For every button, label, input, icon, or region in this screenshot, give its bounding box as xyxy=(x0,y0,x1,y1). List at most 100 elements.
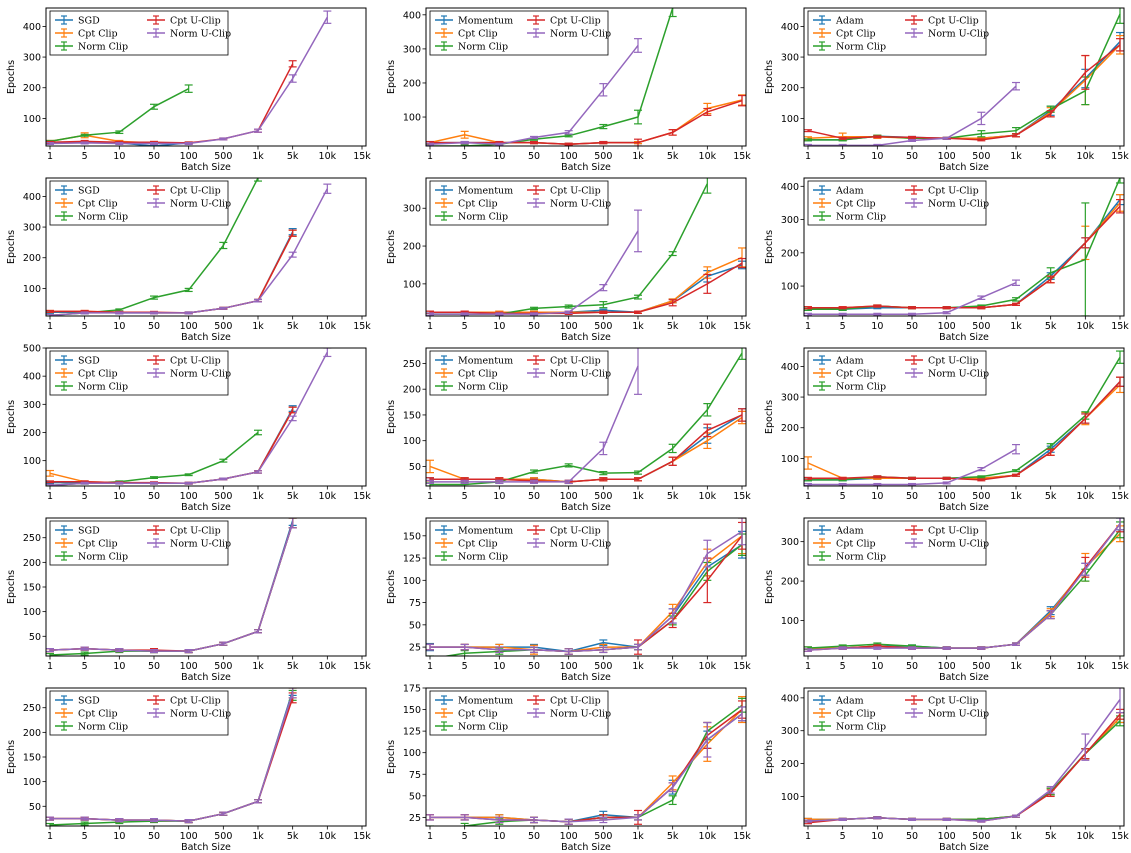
chart-panel: 1 5 10 50 100 500 1k 5k 10k 15k 100 200 300 400 Batch … xyxy=(758,170,1130,343)
y-tick-label: 200 xyxy=(23,558,41,569)
x-tick-label: 15k xyxy=(733,661,751,672)
legend-label: Norm U-Clip xyxy=(928,29,989,40)
legend-label: Cpt U-Clip xyxy=(170,696,221,707)
x-axis-label: Batch Size xyxy=(181,672,231,683)
y-tick-label: 150 xyxy=(23,583,41,594)
y-tick-label: 200 xyxy=(23,83,41,94)
legend-label: Norm Clip xyxy=(836,382,886,393)
legend-item: Norm U-Clip xyxy=(905,368,989,380)
x-tick-label: 5 xyxy=(82,661,88,672)
legend-label: SGD xyxy=(78,526,100,537)
y-tick-label: 400 xyxy=(403,10,421,21)
x-tick-label: 50 xyxy=(528,151,540,162)
legend-label: Cpt Clip xyxy=(836,29,876,40)
legend-item: Cpt U-Clip xyxy=(905,695,979,707)
error-bar xyxy=(115,818,124,823)
x-tick-label: 100 xyxy=(938,491,956,502)
legend-item: Norm U-Clip xyxy=(905,198,989,210)
y-tick-label: 50 xyxy=(409,462,421,473)
y-axis-label: Epochs xyxy=(6,230,17,264)
error-bar xyxy=(668,129,677,136)
legend-item: Norm U-Clip xyxy=(527,538,611,550)
error-bar xyxy=(1012,469,1020,473)
x-tick-label: 1k xyxy=(632,151,644,162)
legend-label: Norm Clip xyxy=(78,552,128,563)
y-axis-label: Epochs xyxy=(6,570,17,604)
series-group xyxy=(804,8,1124,146)
series-line xyxy=(429,99,743,146)
legend: Momentum Cpt Clip Norm Clip Cpt U-Clip Norm … xyxy=(429,10,611,56)
error-bar xyxy=(838,476,847,480)
legend: Momentum Cpt Clip Norm Clip Cpt U-Clip Norm … xyxy=(429,180,611,226)
legend-item: Norm U-Clip xyxy=(147,538,231,550)
x-tick-label: 5 xyxy=(462,151,468,162)
error-bar xyxy=(46,816,54,821)
series-line xyxy=(808,178,1121,311)
x-tick-label: 5 xyxy=(462,831,468,842)
legend-item: Cpt U-Clip xyxy=(527,185,601,197)
legend: SGD Cpt Clip Norm Clip Cpt U-Clip Norm U-Cli… xyxy=(49,520,231,566)
error-bar xyxy=(738,408,746,422)
legend: Momentum Cpt Clip Norm Clip Cpt U-Clip Norm … xyxy=(429,350,611,396)
legend-item: Cpt U-Clip xyxy=(147,355,221,367)
x-tick-label: 100 xyxy=(180,321,198,332)
legend-label: Cpt U-Clip xyxy=(550,696,601,707)
x-axis-label: Batch Size xyxy=(939,162,989,173)
error-bar xyxy=(738,706,746,722)
x-tick-label: 500 xyxy=(972,151,990,162)
error-bar xyxy=(599,310,608,314)
chart-svg: 1 5 10 50 100 500 1k 5k 10k 15k 100 200 300 400 Batch … xyxy=(6,177,371,343)
plot-frame xyxy=(425,517,747,657)
error-bar xyxy=(460,643,469,651)
series-group xyxy=(46,348,332,486)
error-bar xyxy=(495,479,504,485)
legend-label: Cpt U-Clip xyxy=(550,356,601,367)
error-bar xyxy=(115,142,124,146)
error-bar xyxy=(150,481,158,485)
error-bar xyxy=(599,83,608,97)
y-axis-label: Epochs xyxy=(764,60,775,94)
legend-label: Norm U-Clip xyxy=(928,539,989,550)
legend-item: Norm U-Clip xyxy=(147,28,231,40)
error-bar xyxy=(80,133,89,137)
x-tick-label: 15k xyxy=(353,151,371,162)
y-axis-label: Epochs xyxy=(764,230,775,264)
legend-label: Cpt Clip xyxy=(836,539,876,550)
x-tick-label: 5k xyxy=(287,831,299,842)
series-line xyxy=(808,356,1121,481)
legend-label: Norm Clip xyxy=(78,722,128,733)
error-bar xyxy=(80,651,89,656)
series-line xyxy=(807,720,1121,822)
error-bar xyxy=(908,646,916,650)
error-bar xyxy=(150,476,158,479)
x-tick-label: 1 xyxy=(427,831,433,842)
legend-label: Momentum xyxy=(458,186,513,197)
y-tick-label: 200 xyxy=(781,577,799,588)
x-tick-label: 1k xyxy=(252,491,264,502)
legend-label: Cpt U-Clip xyxy=(928,526,979,537)
error-bar xyxy=(703,273,712,294)
series-group xyxy=(804,518,1124,652)
error-bar xyxy=(323,348,332,358)
error-bar xyxy=(1046,785,1055,794)
x-tick-label: 100 xyxy=(938,321,956,332)
error-bar xyxy=(942,476,951,480)
legend-item: Cpt U-Clip xyxy=(527,355,601,367)
x-tick-label: 50 xyxy=(528,661,540,672)
error-bar xyxy=(46,469,54,477)
y-tick-label: 400 xyxy=(23,192,41,203)
y-tick-label: 200 xyxy=(781,759,799,770)
legend-item: Norm Clip xyxy=(813,211,886,223)
error-bar xyxy=(254,298,262,303)
y-tick-label: 100 xyxy=(23,777,41,788)
y-axis-label: Epochs xyxy=(386,60,397,94)
y-axis-label: Epochs xyxy=(386,740,397,774)
x-tick-label: 50 xyxy=(528,491,540,502)
legend-item: Norm Clip xyxy=(813,381,886,393)
legend-label: Cpt U-Clip xyxy=(928,696,979,707)
legend-item: Cpt U-Clip xyxy=(527,525,601,537)
error-bar xyxy=(668,251,677,257)
chart-svg: 1 5 10 50 100 500 1k 5k 10k 15k 50 100 150 200 250 Batc… xyxy=(386,347,751,513)
x-tick-label: 5k xyxy=(287,151,299,162)
